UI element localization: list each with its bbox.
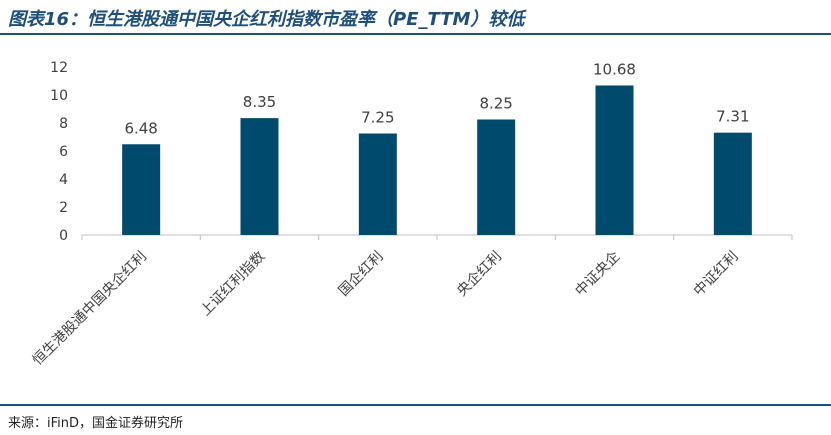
y-tick-label: 10 — [50, 88, 68, 104]
category-label: 中证央企 — [572, 248, 624, 300]
bar — [477, 119, 516, 235]
category-labels: 恒生港股通中国央企红利 上证红利指数 国企红利 央企红利 中证央企 中证红利 — [29, 235, 793, 369]
bar — [358, 133, 397, 235]
bar — [713, 132, 752, 235]
data-labels: 6.48 8.35 7.25 8.25 10.68 7.31 — [124, 60, 749, 137]
source-note: 来源：iFinD，国金证券研究所 — [8, 416, 184, 431]
bar — [240, 118, 279, 235]
y-tick-label: 12 — [50, 60, 68, 76]
y-tick-label: 2 — [59, 200, 68, 216]
title-divider — [0, 33, 831, 35]
data-label: 10.68 — [593, 60, 636, 78]
bar-chart: 0 2 4 6 8 10 12 6.48 8.35 7.25 8.25 10.68 7.31 恒生港股… — [29, 60, 793, 369]
category-label: 央企红利 — [453, 248, 505, 300]
data-label: 8.35 — [243, 93, 276, 111]
footer-divider — [0, 404, 831, 406]
y-tick-label: 4 — [59, 172, 68, 188]
category-label: 上证红利指数 — [198, 249, 269, 320]
category-label: 国企红利 — [335, 248, 387, 300]
category-label: 中证红利 — [691, 249, 742, 300]
data-label: 7.31 — [716, 108, 749, 126]
data-label: 8.25 — [479, 95, 512, 113]
chart-title: 图表16：恒生港股通中国央企红利指数市盈率（PE_TTM）较低 — [8, 9, 525, 30]
bar — [122, 144, 161, 235]
bars — [122, 85, 752, 235]
data-label: 6.48 — [124, 119, 157, 137]
y-tick-label: 8 — [59, 116, 68, 132]
bar — [595, 85, 634, 235]
data-label: 7.25 — [361, 109, 394, 127]
y-axis-ticks: 0 2 4 6 8 10 12 — [50, 60, 68, 244]
category-label: 恒生港股通中国央企红利 — [29, 248, 150, 369]
y-tick-label: 6 — [59, 144, 68, 160]
y-tick-label: 0 — [59, 228, 68, 244]
